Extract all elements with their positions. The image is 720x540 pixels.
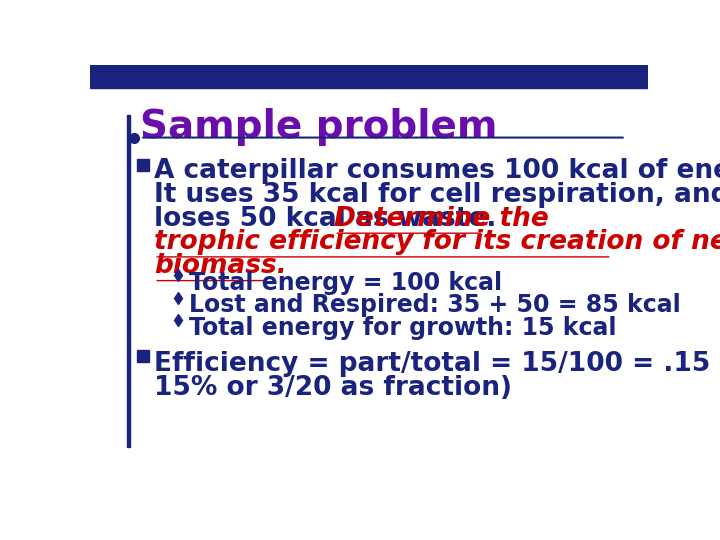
- Bar: [127, 114, 130, 447]
- Text: biomass.: biomass.: [154, 253, 287, 279]
- Text: trophic efficiency for its creation of new: trophic efficiency for its creation of n…: [154, 230, 720, 255]
- Text: 15% or 3/20 as fraction): 15% or 3/20 as fraction): [154, 375, 512, 401]
- Text: It uses 35 kcal for cell respiration, and: It uses 35 kcal for cell respiration, an…: [154, 182, 720, 208]
- Text: A caterpillar consumes 100 kcal of energy.: A caterpillar consumes 100 kcal of energ…: [154, 158, 720, 184]
- Text: Determine the: Determine the: [334, 206, 549, 232]
- Text: Lost and Respired: 35 + 50 = 85 kcal: Lost and Respired: 35 + 50 = 85 kcal: [189, 294, 681, 318]
- Text: Total energy for growth: 15 kcal: Total energy for growth: 15 kcal: [189, 316, 617, 340]
- Text: Sample problem: Sample problem: [140, 109, 498, 146]
- Text: Efficiency = part/total = 15/100 = .15 (or: Efficiency = part/total = 15/100 = .15 (…: [154, 351, 720, 377]
- Text: Total energy = 100 kcal: Total energy = 100 kcal: [189, 271, 503, 295]
- Bar: [90, 65, 648, 87]
- Text: loses 50 kcal as waste.: loses 50 kcal as waste.: [154, 206, 505, 232]
